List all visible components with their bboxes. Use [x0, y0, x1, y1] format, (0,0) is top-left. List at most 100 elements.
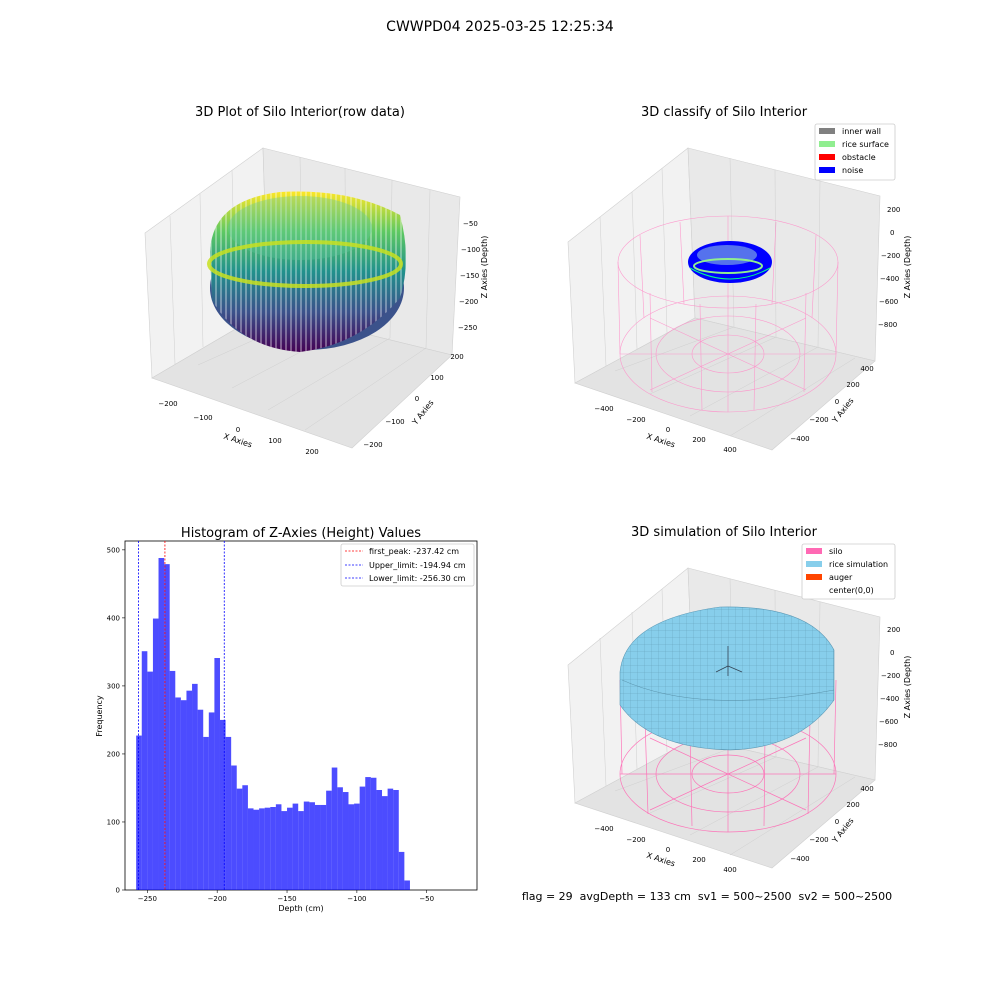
histogram-lines: [138, 541, 225, 890]
histogram-x-tick-label: −150: [277, 895, 296, 903]
histogram-bar: [219, 719, 226, 890]
panel-raw-data: 3D Plot of Silo Interior(row data) −200 …: [144, 105, 489, 456]
legend-label-rice-surface: rice surface: [842, 140, 889, 149]
legend-swatch-rice-simulation: [806, 561, 822, 567]
histogram-bar: [348, 804, 355, 890]
panel-4-auger: [715, 646, 743, 676]
legend-swatch-auger: [806, 574, 822, 580]
p1-ztick-1: −100: [461, 246, 480, 254]
p4-xtick-4: 400: [723, 866, 736, 874]
histogram-bar: [203, 736, 209, 890]
histogram-bar: [208, 712, 215, 890]
legend-label-inner-wall: inner wall: [842, 127, 881, 136]
histogram-ylabel: Frequency: [95, 695, 104, 737]
histogram-bar: [231, 765, 237, 890]
p1-ztick-2: −150: [460, 272, 479, 280]
p4-ztick-2: −200: [881, 672, 900, 680]
p4-ytick-4: 400: [860, 785, 873, 793]
p1-ytick-0: −200: [363, 441, 382, 449]
panel-4-y-ticks: −400 −200 0 200 400: [790, 785, 873, 863]
histogram-bar: [141, 651, 148, 890]
panel-2-silo-wireframe: [617, 215, 839, 413]
histogram-bar: [264, 807, 271, 890]
histogram-x-tick-label: −100: [347, 895, 366, 903]
histogram-bar: [359, 786, 366, 890]
panel-2-classified-points: [688, 241, 772, 283]
legend-label-first-peak: first_peak: -237.42 cm: [369, 547, 459, 556]
legend-label-lower-limit: Lower_limit: -256.30 cm: [369, 574, 466, 583]
histogram-bar: [287, 807, 293, 890]
p1-xtick-4: 200: [305, 448, 318, 456]
p2-ztick-1: 0: [890, 229, 894, 237]
panel-4-x-ticks: −400 −200 0 200 400: [594, 825, 736, 874]
p2-ztick-3: −400: [880, 275, 899, 283]
histogram-bar: [152, 618, 159, 890]
histogram-x-tick-label: −50: [419, 895, 434, 903]
p1-ytick-3: 100: [430, 374, 443, 382]
panel-2-x-ticks: −400 −200 0 200 400: [594, 405, 736, 454]
legend-swatch-inner-wall: [819, 128, 835, 134]
histogram-bar: [320, 804, 327, 890]
panel-2-xlabel: X Axies: [645, 432, 676, 450]
panel-4-title: 3D simulation of Silo Interior: [631, 525, 818, 540]
legend-label-center: center(0,0): [829, 586, 874, 595]
histogram-bar: [281, 811, 288, 890]
histogram-bar: [242, 785, 248, 890]
histogram-bar: [342, 792, 349, 890]
histogram-bar: [365, 777, 371, 890]
histogram-bar: [136, 735, 142, 890]
histogram-x-tick-label: −200: [208, 895, 227, 903]
legend-label-upper-limit: Upper_limit: -194.94 cm: [369, 561, 466, 570]
histogram-bars: [136, 558, 410, 890]
histogram-bar: [331, 767, 338, 890]
histogram-y-tick-label: 300: [107, 682, 120, 690]
status-text: flag = 29 avgDepth = 133 cm sv1 = 500~25…: [522, 890, 892, 903]
histogram-y-tick-label: 100: [107, 818, 120, 826]
histogram-bar: [337, 787, 343, 890]
legend-label-noise: noise: [842, 166, 863, 175]
p1-ztick-4: −250: [458, 324, 477, 332]
p4-xtick-1: −200: [626, 836, 645, 844]
p4-xtick-2: 0: [666, 846, 670, 854]
histogram-y-tick-label: 400: [107, 614, 120, 622]
panel-1-title: 3D Plot of Silo Interior(row data): [195, 105, 405, 120]
p4-ytick-3: 200: [846, 801, 859, 809]
panel-4-z-ticks: 200 0 −200 −400 −600 −800: [878, 626, 900, 749]
p4-ztick-5: −800: [878, 741, 897, 749]
p1-xtick-1: −100: [193, 414, 212, 422]
panel-classify: 3D classify of Silo Interior: [567, 105, 912, 454]
histogram-bar: [247, 808, 254, 890]
histogram-bar: [393, 789, 399, 890]
histogram-x-tick-label: −250: [138, 895, 157, 903]
histogram-bar: [398, 851, 405, 890]
panel-1-x-ticks: −200 −100 0 100 200: [158, 400, 318, 456]
p4-ztick-1: 0: [890, 649, 894, 657]
panel-1-xlabel: X Axies: [222, 432, 253, 450]
p2-ztick-5: −800: [878, 321, 897, 329]
p2-ztick-0: 200: [887, 206, 900, 214]
legend-label-silo: silo: [829, 547, 843, 556]
histogram-bar: [158, 558, 165, 890]
panel-4-legend: silo rice simulation auger center(0,0): [801, 543, 896, 600]
legend-label-auger: auger: [829, 573, 853, 582]
panel-1-y-ticks: −200 −100 0 100 200: [363, 353, 463, 449]
histogram-bar: [225, 736, 232, 890]
histogram-bar: [303, 801, 310, 890]
figure-title: CWWPD04 2025-03-25 12:25:34: [386, 19, 614, 35]
panel-2-legend: inner wall rice surface obstacle noise: [814, 123, 896, 181]
p2-ytick-2: 0: [835, 398, 839, 406]
p1-xtick-2: 0: [236, 426, 240, 434]
legend-label-obstacle: obstacle: [842, 153, 876, 162]
p2-ytick-0: −400: [790, 435, 809, 443]
legend-swatch-noise: [819, 167, 835, 173]
histogram-bar: [214, 658, 220, 890]
p1-ztick-3: −200: [459, 298, 478, 306]
panel-simulation: 3D simulation of Silo Interior: [567, 525, 912, 874]
p4-ztick-4: −600: [879, 718, 898, 726]
histogram-bar: [270, 807, 276, 890]
histogram-bar: [275, 804, 282, 890]
p1-xtick-3: 100: [268, 437, 281, 445]
panel-2-zlabel: Z Axies (Depth): [903, 236, 912, 299]
p1-ztick-0: −50: [463, 220, 478, 228]
